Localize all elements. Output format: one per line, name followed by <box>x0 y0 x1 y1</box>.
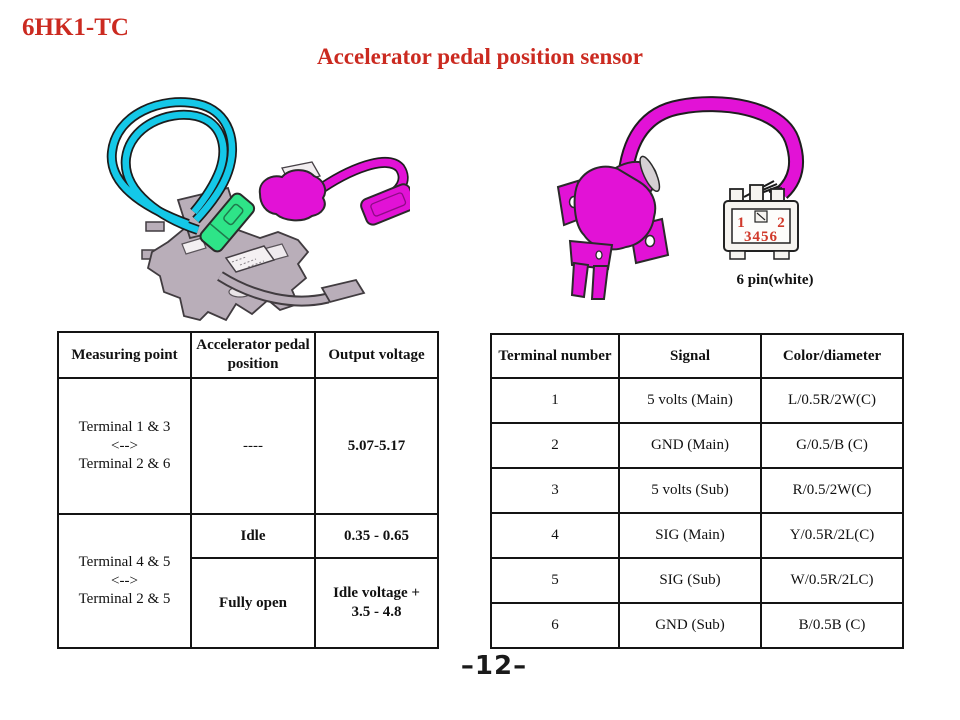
cell-output-1: 5.07-5.17 <box>314 377 439 515</box>
harness-magenta <box>258 156 410 226</box>
cell-color: R/0.5/2W(C) <box>760 467 904 514</box>
cell-color: B/0.5B (C) <box>760 602 904 649</box>
table-row: 6 GND (Sub) B/0.5B (C) <box>490 602 904 649</box>
cell-output-idle: 0.35 - 0.65 <box>314 513 439 559</box>
cell-signal: SIG (Sub) <box>618 557 762 604</box>
cell-color: W/0.5R/2LC) <box>760 557 904 604</box>
cell-measuring-point-1: Terminal 1 & 3 <--> Terminal 2 & 6 <box>57 377 192 515</box>
pin-numbers-bottom: 3456 <box>744 229 778 245</box>
connector-caption: 6 pin(white) <box>736 272 814 288</box>
cell-terminal: 6 <box>490 602 620 649</box>
cell-signal: SIG (Main) <box>618 512 762 559</box>
cell-terminal: 1 <box>490 377 620 424</box>
hatched-plate <box>224 245 276 273</box>
sensor-body <box>556 155 670 300</box>
cell-color: G/0.5/B (C) <box>760 422 904 469</box>
cell-color: L/0.5R/2W(C) <box>760 377 904 424</box>
pedal-assembly-diagram <box>106 97 410 322</box>
connector-green <box>199 192 256 253</box>
pin-number-top-right: 2 <box>777 215 785 231</box>
cell-terminal: 5 <box>490 557 620 604</box>
cell-signal: 5 volts (Sub) <box>618 467 762 514</box>
cell-measuring-point-2: Terminal 4 & 5 <--> Terminal 2 & 5 <box>57 513 192 649</box>
pin-number-top-left: 1 <box>737 215 745 231</box>
cell-position-1: ---- <box>190 377 316 515</box>
col-header-color-diameter: Color/diameter <box>760 333 904 379</box>
page-title: Accelerator pedal position sensor <box>316 44 643 69</box>
cell-terminal: 3 <box>490 467 620 514</box>
table-row: 3 5 volts (Sub) R/0.5/2W(C) <box>490 467 904 514</box>
col-header-measuring-point: Measuring point <box>57 331 192 379</box>
col-header-output-voltage: Output voltage <box>314 331 439 379</box>
col-header-signal: Signal <box>618 333 762 379</box>
measurement-table: Measuring point Accelerator pedal positi… <box>57 331 439 649</box>
table-row: 2 GND (Main) G/0.5/B (C) <box>490 422 904 469</box>
cell-color: Y/0.5R/2L(C) <box>760 512 904 559</box>
col-header-terminal-number: Terminal number <box>490 333 620 379</box>
table-row: 1 5 volts (Main) L/0.5R/2W(C) <box>490 377 904 424</box>
terminal-table: Terminal number Signal Color/diameter 1 … <box>490 333 904 649</box>
table-row: Terminal 4 & 5 <--> Terminal 2 & 5 Idle … <box>57 513 439 649</box>
connector-6pin: 1 2 3456 <box>723 184 799 260</box>
sensor-connector-diagram: 1 2 3456 <box>556 96 805 300</box>
page-number: –12– <box>460 651 528 681</box>
table-row: Terminal 1 & 3 <--> Terminal 2 & 6 ---- … <box>57 377 439 515</box>
cell-signal: 5 volts (Main) <box>618 377 762 424</box>
engine-code-label: 6HK1-TC <box>22 14 129 41</box>
cell-position-idle: Idle <box>190 513 316 559</box>
cell-signal: GND (Sub) <box>618 602 762 649</box>
sensor-cable <box>617 96 805 199</box>
table-row: Fully open Idle voltage + 3.5 - 4.8 <box>58 557 439 649</box>
wire-cyan-loop <box>106 97 237 235</box>
cell-terminal: 4 <box>490 512 620 559</box>
col-header-pedal-position: Accelerator pedal position <box>190 331 316 379</box>
cell-position-fully-open: Fully open <box>190 557 316 649</box>
table-row: 5 SIG (Sub) W/0.5R/2LC) <box>490 557 904 604</box>
cell-output-fully-open: Idle voltage + 3.5 - 4.8 <box>314 557 439 649</box>
cell-terminal: 2 <box>490 422 620 469</box>
pedal-arm <box>217 271 366 307</box>
cell-signal: GND (Main) <box>618 422 762 469</box>
table-row: 4 SIG (Main) Y/0.5R/2L(C) <box>490 512 904 559</box>
